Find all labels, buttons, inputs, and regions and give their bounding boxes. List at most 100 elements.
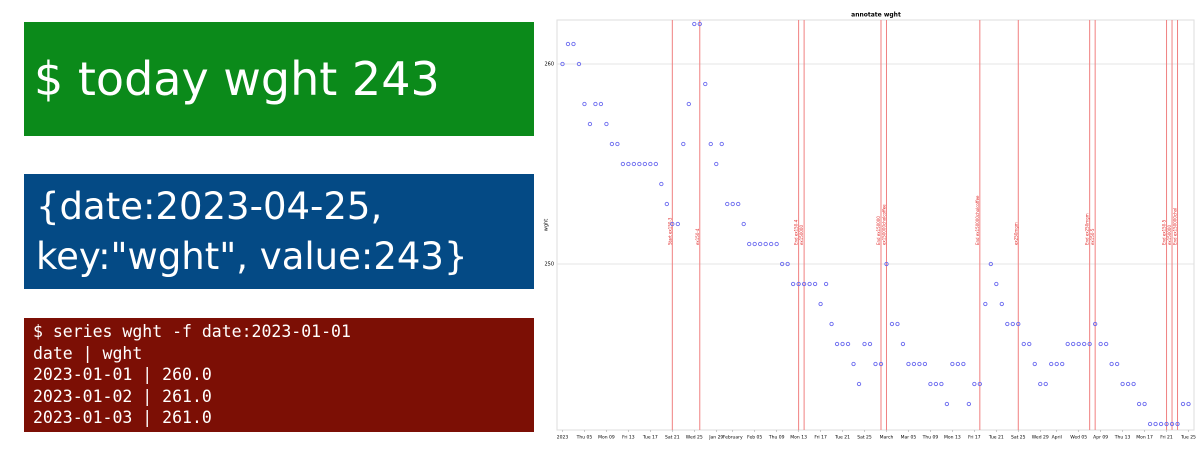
annotation-label: ex150-5 <box>1090 228 1095 245</box>
x-tick-label: Feb 05 <box>747 435 762 441</box>
point <box>977 381 982 387</box>
point <box>867 341 873 347</box>
point <box>730 201 735 207</box>
point <box>1016 321 1021 327</box>
point <box>620 161 626 167</box>
point <box>758 241 763 247</box>
point <box>741 221 746 227</box>
point <box>670 221 675 227</box>
point <box>1010 321 1015 327</box>
point <box>576 61 582 67</box>
point <box>626 161 631 167</box>
x-tick-label: Thu 13 <box>1114 435 1131 441</box>
point <box>801 281 807 287</box>
annotation-label: ex150000cholcoffee <box>881 204 886 245</box>
command-text: $ today wght 243 <box>34 52 440 106</box>
point <box>928 381 933 387</box>
x-tick-label: Sat 25 <box>1011 435 1026 441</box>
point <box>966 401 972 407</box>
point <box>1180 401 1186 407</box>
point <box>631 161 637 167</box>
x-tick-label: April <box>1052 435 1062 441</box>
point <box>999 301 1004 307</box>
point <box>736 201 741 207</box>
point <box>807 281 812 287</box>
point <box>1103 341 1109 347</box>
point <box>1049 361 1054 367</box>
point <box>615 141 620 147</box>
y-tick-label: 250 <box>544 262 554 268</box>
point <box>955 361 961 367</box>
point <box>1114 361 1120 367</box>
point <box>1125 381 1131 387</box>
x-tick-label: Fri 21 <box>1160 435 1173 441</box>
point <box>950 361 955 367</box>
y-axis-label: wght <box>544 219 550 231</box>
x-tick-label: Mon 13 <box>790 435 807 441</box>
y-tick-label: 260 <box>544 62 554 68</box>
point <box>823 281 829 287</box>
point <box>785 261 790 267</box>
point <box>593 101 598 107</box>
point <box>1005 321 1010 327</box>
point <box>697 21 702 27</box>
point <box>653 161 658 167</box>
point <box>1109 361 1114 367</box>
point <box>994 281 999 287</box>
point <box>988 261 993 267</box>
annotation-label: End ex150000 <box>876 216 881 245</box>
point <box>1158 421 1164 427</box>
point <box>692 21 697 27</box>
output-line: $ series wght -f date:2023-01-01 <box>33 322 351 341</box>
point <box>818 301 823 307</box>
command-panel: $ today wght 243 <box>24 22 534 136</box>
point <box>906 361 911 367</box>
point <box>1142 401 1147 407</box>
point <box>1065 341 1070 347</box>
x-tick-label: Jan 29 <box>708 435 723 441</box>
point <box>714 161 719 167</box>
annotation-label: End ex150000chol <box>1173 208 1178 245</box>
point <box>944 401 950 407</box>
x-tick-label: February <box>723 435 743 441</box>
point <box>895 321 900 327</box>
x-tick-label: Apr 09 <box>1093 435 1108 441</box>
point <box>873 361 878 367</box>
output-line: 2023-01-02 | 261.0 <box>33 386 212 406</box>
point <box>1098 341 1103 347</box>
x-tick-label: Mon 09 <box>598 435 615 441</box>
point <box>1175 421 1180 427</box>
point <box>648 161 653 167</box>
point <box>884 261 889 267</box>
point <box>637 161 642 167</box>
point <box>1153 421 1158 427</box>
x-tick-label: March <box>880 435 894 441</box>
point <box>972 381 977 387</box>
x-tick-label: Fri 13 <box>622 435 635 441</box>
point <box>779 261 785 267</box>
x-tick-label: Wed 05 <box>1070 435 1087 441</box>
point <box>719 141 724 147</box>
x-tick-label: Thu 05 <box>576 435 593 441</box>
annotation-label: End ex150-4 <box>794 219 799 245</box>
point <box>1076 341 1081 347</box>
annotation-label: Start ex150-3 <box>667 217 672 245</box>
point <box>961 361 966 367</box>
x-tick-label: Sat 21 <box>665 435 680 441</box>
point <box>917 361 922 367</box>
annotation-label: End ex150-5 <box>1162 219 1167 245</box>
point <box>560 61 565 67</box>
point <box>582 101 587 107</box>
x-tick-label: Wed 25 <box>686 435 703 441</box>
point <box>587 121 593 127</box>
point <box>598 101 604 107</box>
annotation-label: ex250mgm <box>1013 222 1018 245</box>
point <box>565 41 571 47</box>
point <box>1054 361 1059 367</box>
annotation-label: End ex150000cholcoffee <box>975 195 980 245</box>
point <box>790 281 796 287</box>
output-line: 2023-01-03 | 261.0 <box>33 408 212 427</box>
x-tick-label: Tue 21 <box>988 435 1004 441</box>
point <box>1038 381 1043 387</box>
